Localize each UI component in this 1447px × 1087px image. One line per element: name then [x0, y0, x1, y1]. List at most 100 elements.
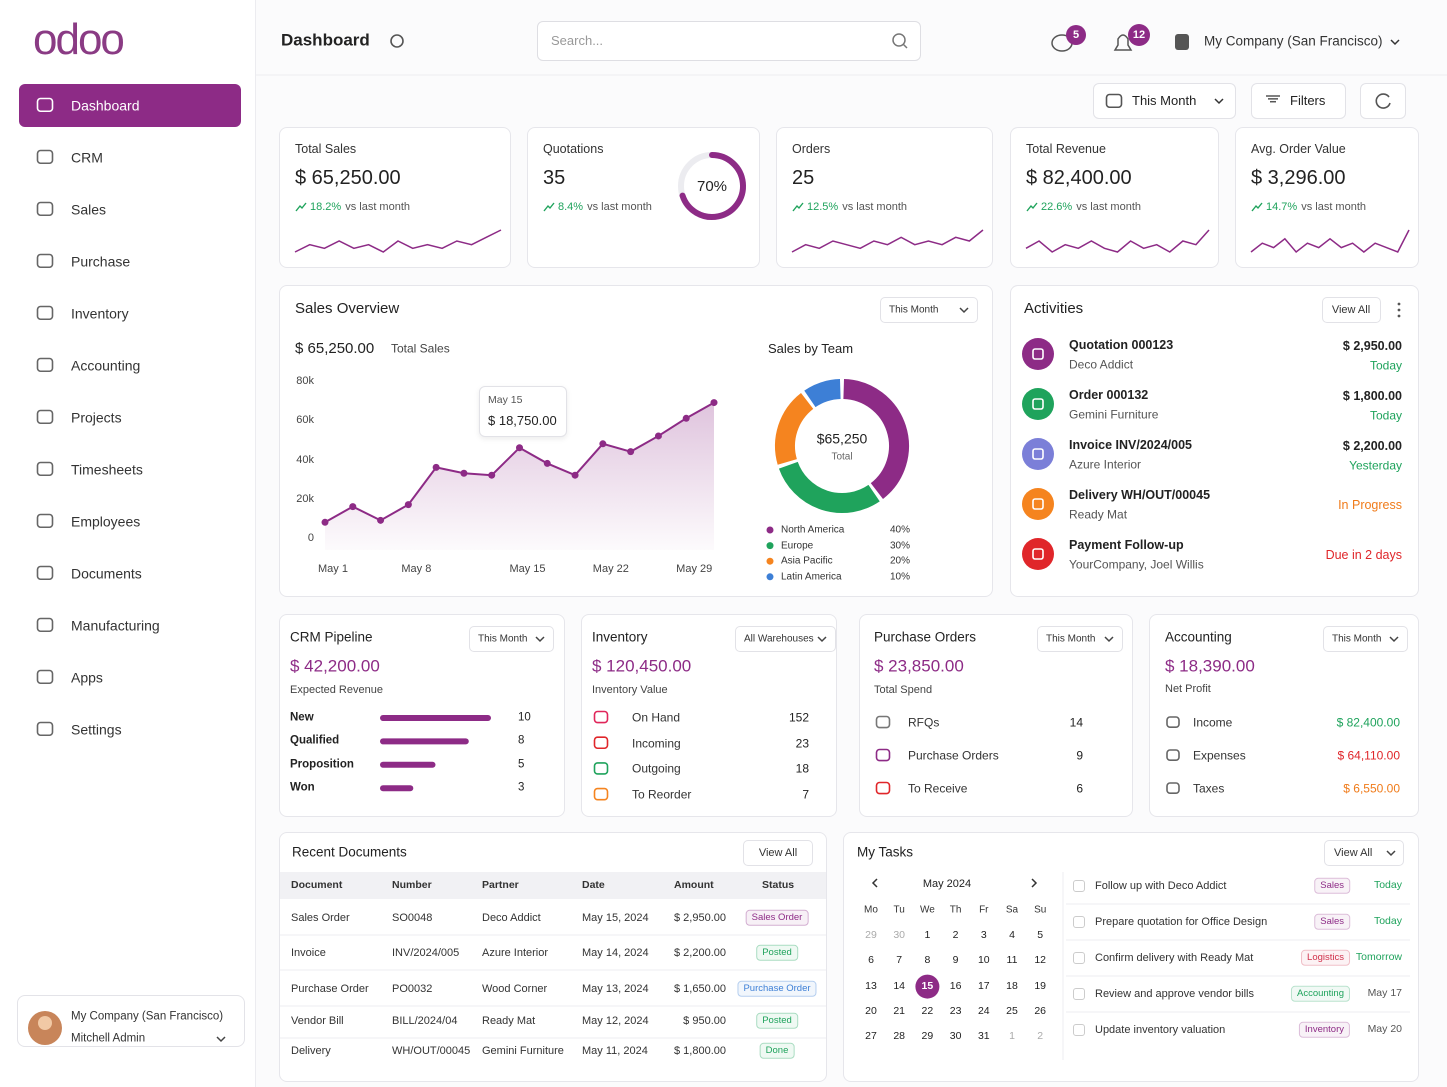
menu-item-label[interactable]: Projects [71, 409, 122, 426]
activity-subtitle: Deco Addict [1069, 357, 1134, 372]
activities-card [1010, 285, 1419, 597]
refresh-button[interactable] [1360, 83, 1406, 119]
calendar-day[interactable]: 6 [868, 954, 874, 967]
menu-item-label[interactable]: Purchase [71, 253, 131, 270]
menu-item-label[interactable]: Sales [71, 201, 107, 218]
stage-label: Qualified [290, 735, 340, 748]
calendar-day[interactable]: 23 [949, 1005, 962, 1018]
calendar-day[interactable]: 26 [1034, 1005, 1047, 1018]
period-dropdown[interactable] [1323, 626, 1408, 652]
calendar-day[interactable]: 17 [977, 979, 990, 992]
calendar-day[interactable]: 10 [977, 954, 990, 967]
calendar-day[interactable]: 2 [952, 929, 959, 942]
calendar-day[interactable]: 20 [865, 1005, 877, 1018]
menu-item-label[interactable]: Accounting [71, 357, 141, 374]
menu-item-label[interactable]: Timesheets [71, 461, 143, 478]
calendar-day[interactable]: 31 [977, 1030, 990, 1043]
filters-button[interactable] [1251, 83, 1346, 119]
search-icon [892, 33, 906, 47]
calendar-day[interactable]: 29 [865, 929, 877, 942]
chart-title: Sales Overview [295, 299, 400, 317]
calendar-day[interactable]: 4 [1009, 929, 1015, 942]
menu-item-label[interactable]: Apps [71, 669, 103, 686]
card-value: $ 120,450.00 [592, 656, 692, 676]
calendar-day[interactable]: 29 [921, 1030, 934, 1043]
activity-icon-glyph [1032, 548, 1044, 560]
search-icon [902, 43, 908, 49]
calendar-day[interactable]: 21 [893, 1005, 906, 1018]
kpi-card [1010, 127, 1219, 268]
view-all-label[interactable]: View All [1334, 846, 1373, 859]
period-button[interactable] [1093, 83, 1236, 119]
calendar-day[interactable]: 1 [1009, 1030, 1015, 1043]
activity-icon-glyph [1032, 498, 1044, 510]
view-all-button[interactable] [743, 840, 813, 866]
table-cell: Purchase Order [291, 982, 369, 995]
menu-item[interactable] [19, 84, 241, 127]
table-cell: Invoice [291, 946, 326, 959]
calendar-day[interactable]: 16 [949, 979, 962, 992]
calendar-day[interactable]: 19 [1034, 979, 1047, 992]
row-value: 9 [1076, 748, 1083, 763]
menu-item-label[interactable]: Settings [71, 721, 122, 738]
kpi-change-text: vs last month [842, 200, 908, 213]
x-tick-label: May 15 [509, 562, 546, 575]
view-all-button[interactable] [1324, 840, 1404, 866]
view-all-label[interactable]: View All [1331, 303, 1371, 316]
point [682, 414, 690, 422]
calendar-day[interactable]: 24 [977, 1005, 990, 1018]
task-checkbox[interactable] [1073, 988, 1085, 1000]
activity-status: In Progress [1338, 498, 1402, 513]
point [460, 469, 468, 477]
calendar-day[interactable]: 11 [1006, 954, 1018, 967]
card-value: $ 42,200.00 [290, 656, 380, 676]
icon [36, 721, 54, 737]
menu-item-label[interactable]: Manufacturing [71, 617, 160, 634]
company-switcher[interactable]: My Company (San Francisco) [1204, 33, 1383, 49]
calendar-day[interactable]: 28 [893, 1030, 906, 1043]
point [654, 432, 662, 440]
calendar-day[interactable]: 14 [893, 979, 906, 992]
period-dropdown[interactable] [1037, 626, 1123, 652]
calendar-day[interactable]: 2 [1037, 1030, 1044, 1043]
point [404, 501, 412, 509]
chart-total-label: Total Sales [391, 341, 450, 356]
kpi-value: 25 [792, 167, 815, 189]
calendar-day[interactable]: 1 [924, 929, 931, 942]
menu-item-label[interactable]: CRM [71, 149, 103, 166]
calendar-day[interactable]: 13 [865, 979, 877, 992]
calendar-day[interactable]: 30 [949, 1030, 962, 1043]
search-box[interactable] [537, 21, 921, 61]
menu-item-label[interactable]: Inventory [71, 305, 129, 322]
calendar-day[interactable]: 25 [1006, 1005, 1018, 1018]
task-checkbox[interactable] [1073, 880, 1085, 892]
icon [593, 762, 609, 775]
activity-icon-glyph [1032, 348, 1044, 360]
calendar-day[interactable]: 8 [924, 954, 931, 967]
calendar-day[interactable]: 3 [980, 929, 987, 942]
period-dropdown[interactable] [469, 626, 554, 652]
activity-icon [1022, 388, 1054, 420]
row-value: 14 [1069, 715, 1083, 730]
calendar-day[interactable]: 27 [865, 1030, 877, 1043]
view-all-button[interactable] [1322, 297, 1381, 323]
task-tag: Inventory [1298, 1021, 1350, 1039]
view-all-label[interactable]: View All [758, 846, 798, 859]
calendar-day[interactable]: 9 [952, 954, 959, 967]
menu-item-label[interactable]: Employees [71, 513, 141, 530]
activity-status: Due in 2 days [1325, 548, 1402, 563]
menu-item-label[interactable]: Dashboard [71, 97, 140, 114]
task-checkbox[interactable] [1073, 1024, 1085, 1036]
task-checkbox[interactable] [1073, 952, 1085, 964]
calendar-day[interactable]: 30 [893, 929, 906, 942]
task-checkbox[interactable] [1073, 916, 1085, 928]
column-header: Document [291, 879, 343, 892]
calendar-day[interactable]: 22 [921, 1005, 934, 1018]
calendar-day[interactable]: 7 [896, 954, 903, 967]
menu-item-label[interactable]: Documents [71, 565, 142, 582]
calendar-day[interactable]: 15 [921, 979, 934, 992]
legend-label: Asia Pacific [781, 555, 833, 567]
calendar-day[interactable]: 5 [1037, 929, 1044, 942]
calendar-day[interactable]: 18 [1006, 979, 1018, 992]
calendar-day[interactable]: 12 [1034, 954, 1047, 967]
